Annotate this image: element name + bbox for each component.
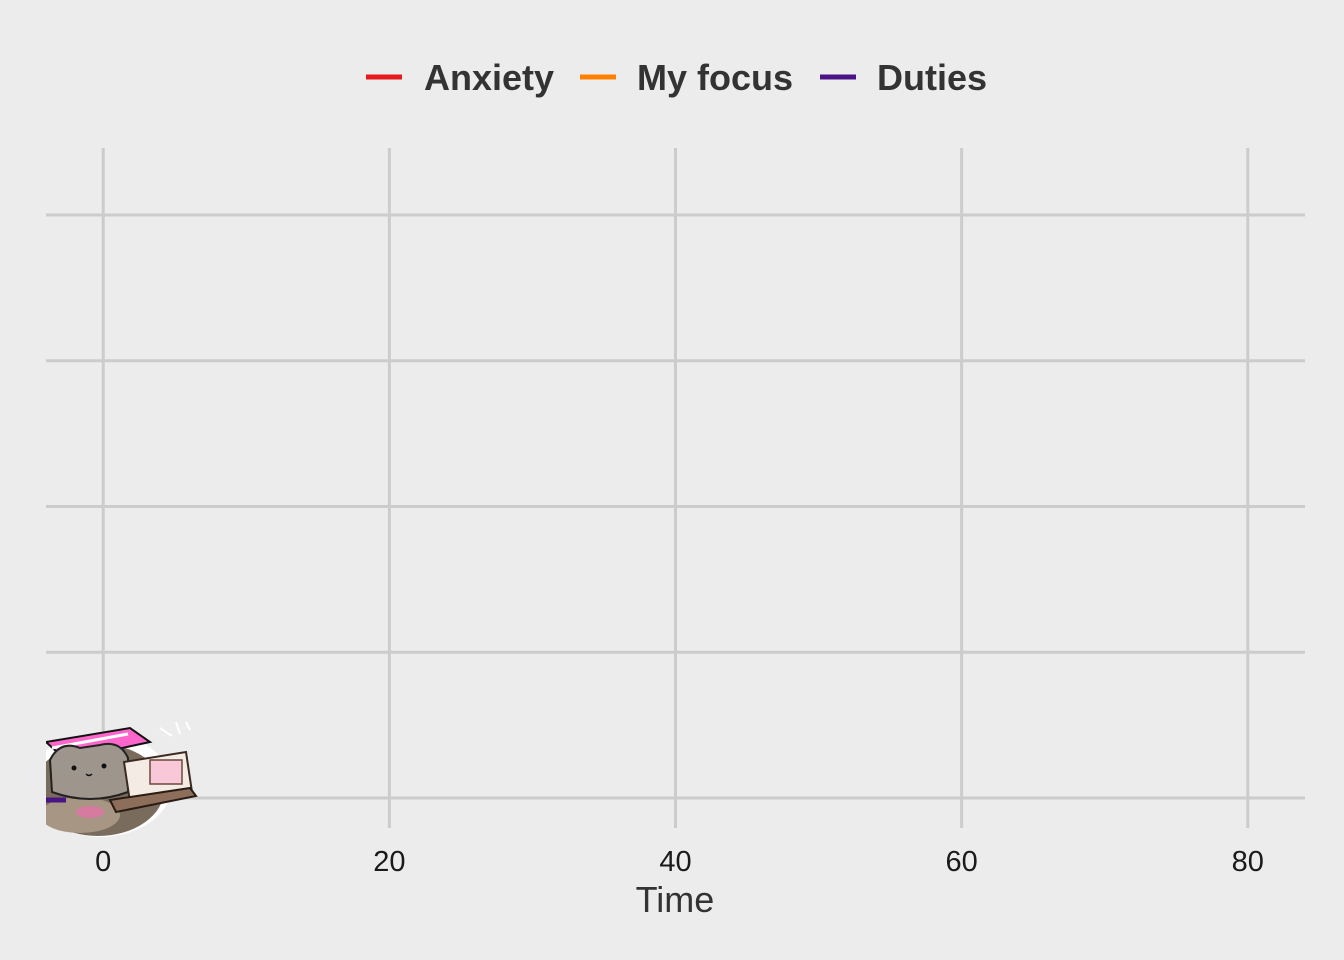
x-axis-ticks: 0 20 40 60 80 — [95, 846, 1264, 878]
legend-item: Anxiety — [366, 57, 554, 98]
x-axis-title: Time — [636, 879, 715, 920]
x-tick-label: 40 — [659, 846, 691, 878]
legend-label: My focus — [637, 57, 793, 98]
legend-label: Duties — [877, 57, 987, 98]
x-tick-label: 0 — [95, 846, 111, 878]
legend-item: Duties — [820, 57, 987, 98]
legend-label: Anxiety — [424, 57, 554, 98]
grid — [46, 148, 1305, 828]
x-tick-label: 60 — [946, 846, 978, 878]
x-tick-label: 20 — [373, 846, 405, 878]
legend: Anxiety My focus Duties — [366, 57, 987, 98]
x-tick-label: 80 — [1232, 846, 1264, 878]
legend-item: My focus — [580, 57, 793, 98]
cat-laptop-sticker-icon — [46, 721, 198, 837]
